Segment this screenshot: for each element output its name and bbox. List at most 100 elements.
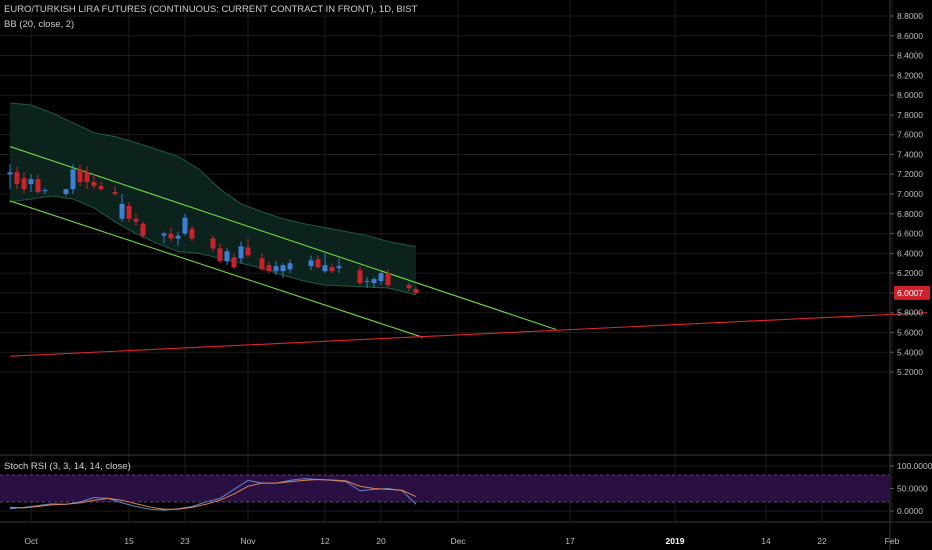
candle (273, 261, 279, 276)
candle-body (231, 257, 237, 268)
candle (259, 253, 265, 272)
bb-upper-line (9, 102, 417, 247)
x-tick-label: Dec (450, 536, 466, 546)
candle-body (259, 258, 265, 270)
x-tick-label: Feb (885, 536, 900, 546)
candle (308, 255, 314, 271)
candle-body (119, 203, 125, 219)
candle (413, 286, 419, 294)
x-tick-label: 20 (376, 536, 386, 546)
y-tick-label: 6.2000 (897, 268, 923, 278)
candle-body (70, 169, 76, 190)
candle-body (189, 228, 195, 239)
candle (140, 221, 146, 239)
y-tick-label: 8.4000 (897, 51, 923, 61)
candle-body (63, 189, 69, 195)
candle (70, 164, 76, 195)
candle-body (364, 281, 370, 283)
y-tick-label: 7.6000 (897, 130, 923, 140)
candle-body (308, 260, 314, 267)
candle-body (210, 238, 216, 249)
x-tick-label: Nov (240, 536, 256, 546)
candle (378, 271, 384, 286)
candle (406, 283, 412, 291)
candle (7, 164, 13, 190)
candle-body (378, 273, 384, 282)
candle (266, 261, 272, 274)
candle-body (385, 273, 391, 286)
x-tick-label: 12 (320, 536, 330, 546)
candle-body (224, 251, 230, 262)
candle (91, 174, 97, 190)
last-price-tag (894, 285, 930, 300)
y-tick-label: 5.2000 (897, 367, 923, 377)
candle-body (112, 192, 118, 195)
candle-body (322, 265, 328, 272)
y-tick-label: 7.0000 (897, 189, 923, 199)
candle-body (91, 182, 97, 187)
rsi-series-line-d (9, 478, 417, 510)
rsi-band (0, 475, 889, 502)
rsi-series-line-k (9, 478, 417, 511)
x-tick-label: 14 (761, 536, 771, 546)
x-tick-label: 23 (180, 536, 190, 546)
rsi-y-tick-label: 0.0000 (897, 506, 923, 516)
candle-body (336, 266, 342, 269)
y-tick-label: 6.6000 (897, 229, 923, 239)
y-tick-label: 7.2000 (897, 169, 923, 179)
channel-upper-line (9, 146, 557, 331)
x-tick-label: 17 (565, 536, 575, 546)
rising-trend-line (9, 312, 928, 357)
candle (231, 253, 237, 270)
candle-body (245, 247, 251, 256)
candle-body (161, 233, 167, 236)
candle-body (42, 190, 48, 192)
candle-body (287, 263, 293, 270)
candle-body (406, 285, 412, 288)
x-tick-label: 2019 (666, 536, 685, 546)
stoch-rsi-pane (0, 474, 889, 511)
candle (77, 164, 83, 187)
candle (210, 235, 216, 252)
candle-body (21, 178, 27, 190)
candle-body (35, 179, 41, 193)
y-tick-label: 8.0000 (897, 90, 923, 100)
y-tick-label: 5.8000 (897, 308, 923, 318)
candle (385, 269, 391, 287)
candle (315, 255, 321, 269)
candle (329, 263, 335, 274)
y-tick-label: 5.4000 (897, 347, 923, 357)
y-tick-label: 7.8000 (897, 110, 923, 120)
candle (224, 248, 230, 266)
candle (168, 227, 174, 242)
candle-body (280, 265, 286, 272)
candle (42, 188, 48, 195)
x-tick-label: 22 (817, 536, 827, 546)
y-tick-label: 5.6000 (897, 327, 923, 337)
candle-body (266, 265, 272, 272)
candle-body (238, 246, 244, 259)
candle-body (77, 169, 83, 183)
candle (175, 231, 181, 246)
candle (126, 201, 132, 222)
candle (14, 166, 20, 190)
candle-body (329, 267, 335, 272)
axes: 8.8000 8.6000 8.4000 8.2000 8.0000 7.8000 7.60… (24, 0, 932, 550)
candle-body (140, 223, 146, 236)
candle (84, 166, 90, 190)
candle (161, 231, 167, 244)
y-tick-label: 8.8000 (897, 11, 923, 21)
candle (280, 263, 286, 279)
trend-lines (9, 146, 928, 357)
candle (287, 259, 293, 274)
stoch-rsi-indicator-label: Stoch RSI (3, 3, 14, 14, close) (4, 461, 131, 472)
candle-body (14, 172, 20, 185)
candle (322, 251, 328, 274)
chart-title: EURO/TURKISH LIRA FUTURES (CONTINUOUS: C… (4, 4, 418, 15)
candle (133, 213, 139, 226)
candle-body (315, 259, 321, 268)
candle-body (371, 279, 377, 284)
channel-lower-line (9, 200, 424, 338)
